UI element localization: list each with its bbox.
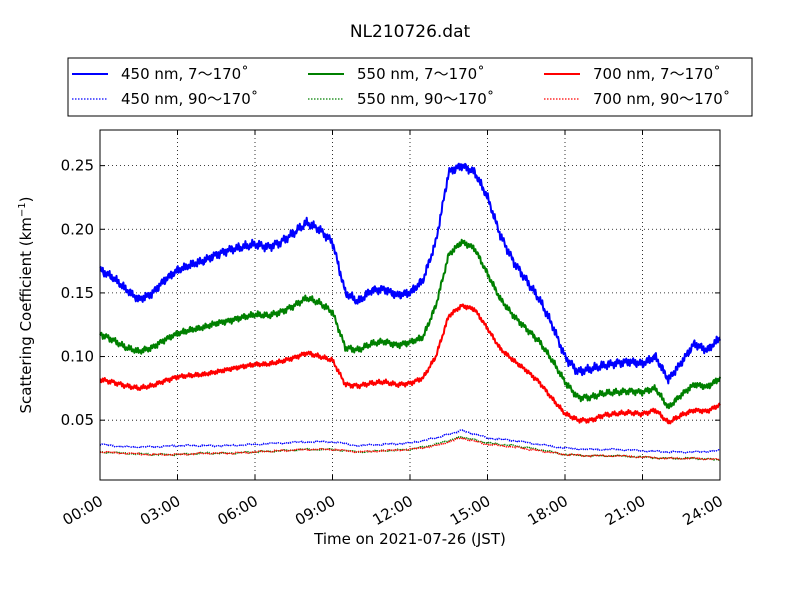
y-tick-label: 0.05	[61, 411, 94, 429]
legend-frame	[67, 57, 753, 117]
x-axis-label: Time on 2021-07-26 (JST)	[313, 530, 506, 548]
series-layer	[99, 162, 721, 462]
y-axis-label: Scattering Coefficient (km−1)	[17, 196, 35, 413]
plot-area	[100, 130, 720, 480]
y-tick-label: 0.25	[61, 157, 94, 175]
y-tick-label: 0.10	[61, 348, 94, 366]
legend-label-5: 700 nm, 90～170˚	[593, 90, 730, 108]
legend-label-0: 450 nm, 7～170˚	[121, 65, 249, 83]
series-line-0	[99, 162, 721, 385]
grid-lines	[100, 130, 720, 480]
series-line-1	[99, 429, 721, 454]
y-tick-label: 0.15	[61, 284, 94, 302]
chart-legend: 450 nm, 7～170˚ 450 nm, 90～170˚ 550 nm, 7～1…	[67, 57, 753, 117]
legend-label-2: 550 nm, 7～170˚	[357, 65, 485, 83]
y-tick-label: 0.20	[61, 220, 94, 238]
plot-frame	[99, 129, 721, 481]
series-line-4	[99, 303, 721, 425]
y-axis-label-exponent: −1	[17, 202, 28, 217]
series-line-2	[99, 238, 721, 410]
legend-label-4: 700 nm, 7～170˚	[593, 65, 721, 83]
series-line-5	[99, 436, 721, 462]
chart-title: NL210726.dat	[350, 22, 471, 42]
y-axis-label-close: )	[17, 196, 35, 202]
legend-label-1: 450 nm, 90～170˚	[121, 90, 258, 108]
legend-label-3: 550 nm, 90～170˚	[357, 90, 494, 108]
y-axis-label-main: Scattering Coefficient (km	[17, 217, 35, 413]
